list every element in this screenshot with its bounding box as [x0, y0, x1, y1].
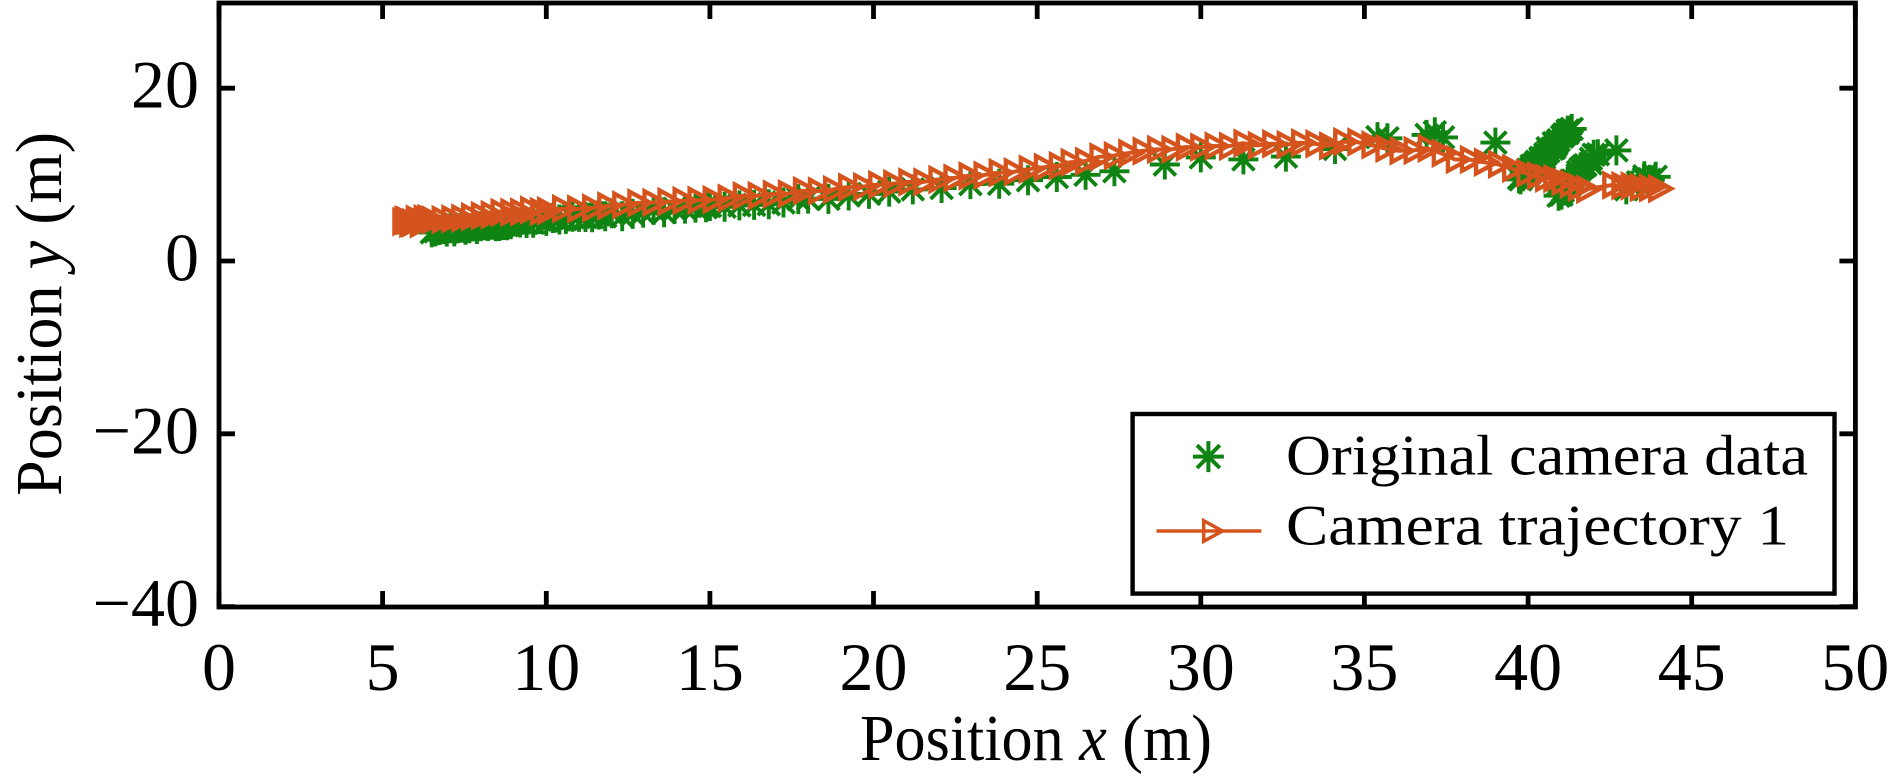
svg-text:30: 30 [1167, 629, 1235, 705]
svg-text:Position x (m): Position x (m) [860, 702, 1212, 775]
svg-text:25: 25 [1003, 629, 1071, 705]
svg-text:20: 20 [131, 47, 199, 123]
svg-text:35: 35 [1330, 629, 1398, 705]
svg-text:5: 5 [366, 629, 400, 705]
svg-text:50: 50 [1821, 629, 1889, 705]
svg-text:0: 0 [202, 629, 236, 705]
svg-text:Camera trajectory 1: Camera trajectory 1 [1286, 495, 1789, 558]
svg-text:0: 0 [165, 220, 199, 296]
svg-text:45: 45 [1658, 629, 1726, 705]
svg-text:Original camera data: Original camera data [1286, 425, 1808, 488]
svg-text:−40: −40 [93, 565, 199, 641]
svg-text:Position y (m): Position y (m) [3, 132, 76, 496]
svg-text:15: 15 [676, 629, 744, 705]
svg-text:40: 40 [1494, 629, 1562, 705]
svg-text:20: 20 [840, 629, 908, 705]
svg-text:10: 10 [512, 629, 580, 705]
svg-text:−20: −20 [93, 392, 199, 468]
